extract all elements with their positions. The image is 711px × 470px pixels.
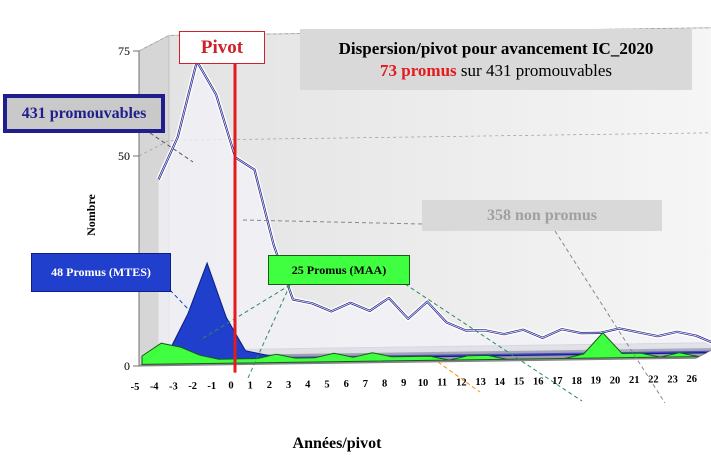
x-tick-label--4: -4 [150,382,159,393]
maa-promus-callout: 25 Promus (MAA) [268,255,410,285]
x-tick-label-11: 11 [437,378,447,389]
x-tick-label-18: 18 [571,376,582,387]
x-tick-label-3: 3 [286,380,291,391]
chart-subtitle: 73 promus sur 431 promouvables [380,61,612,81]
chart-title-box: Dispersion/pivot pour avancement IC_2020… [300,29,692,90]
x-tick-label-22: 22 [648,375,659,386]
x-tick-label-14: 14 [495,377,506,388]
x-tick-label-5: 5 [324,379,329,390]
mtes-promus-callout: 48 Promus (MTES) [31,253,171,292]
x-tick-label-10: 10 [418,378,429,389]
y-axis-label: Nombre [84,193,98,235]
x-tick-label-8: 8 [382,379,387,390]
x-axis-label: Années/pivot [293,435,383,452]
non-promus-callout: 358 non promus [422,200,662,231]
x-tick-label--3: -3 [169,382,178,393]
x-tick-label-0: 0 [228,381,233,392]
x-tick-label-19: 19 [591,376,602,387]
x-tick-label-17: 17 [552,376,563,387]
x-tick-label-1: 1 [248,380,253,391]
x-tick-label--1: -1 [207,381,216,392]
y-tick-label-75: 75 [118,44,130,58]
y-tick-label-50: 50 [118,149,130,163]
x-tick-label-2: 2 [267,380,272,391]
x-tick-label-20: 20 [610,375,621,386]
x-tick-label--2: -2 [188,381,197,392]
promouvables-callout: 431 promouvables [3,94,165,133]
x-tick-label-15: 15 [514,377,525,388]
pivot-label: Pivot [179,31,265,64]
x-tick-label-16: 16 [533,376,544,387]
x-tick-label-21: 21 [629,375,640,386]
x-tick-label-6: 6 [344,379,349,390]
subtitle-rest: sur 431 promouvables [461,61,612,80]
promus-count: 73 promus [380,61,457,80]
x-tick-label-7: 7 [363,379,368,390]
x-tick-label-9: 9 [401,378,406,389]
y-tick-label-0: 0 [124,359,130,373]
chart-title: Dispersion/pivot pour avancement IC_2020 [339,39,654,59]
x-tick-label-13: 13 [475,377,486,388]
x-tick-label-4: 4 [305,380,311,391]
x-tick-label-26: 26 [687,374,698,385]
x-tick-label-23: 23 [667,374,678,385]
x-tick-label--5: -5 [131,382,140,393]
